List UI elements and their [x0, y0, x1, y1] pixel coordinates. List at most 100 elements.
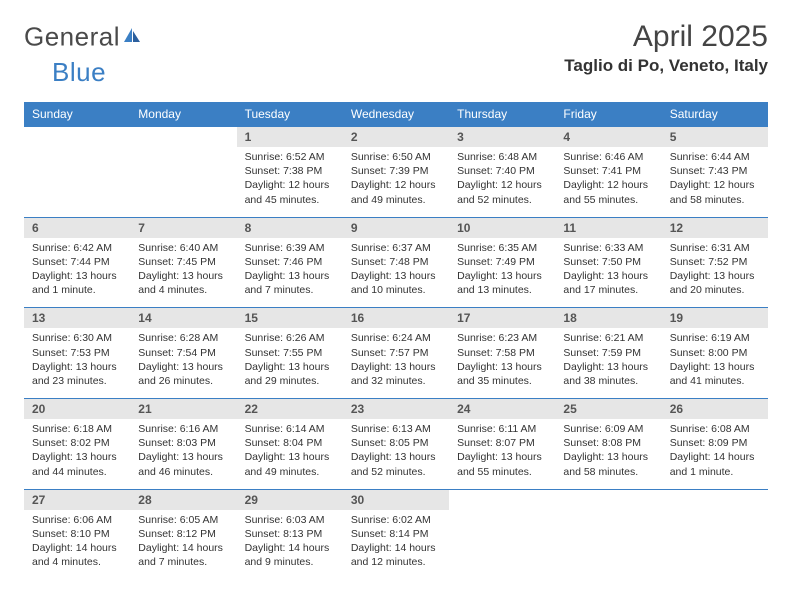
sunset-text: Sunset: 7:54 PM: [138, 346, 228, 360]
day-details: Sunrise: 6:19 AMSunset: 8:00 PMDaylight:…: [662, 328, 768, 398]
day-details: Sunrise: 6:02 AMSunset: 8:14 PMDaylight:…: [343, 510, 449, 580]
daylight-text: Daylight: 13 hours and 46 minutes.: [138, 450, 228, 478]
sunrise-text: Sunrise: 6:19 AM: [670, 331, 760, 345]
sunrise-text: Sunrise: 6:28 AM: [138, 331, 228, 345]
sunrise-text: Sunrise: 6:46 AM: [563, 150, 653, 164]
day-number: 21: [130, 399, 236, 420]
day-number: 6: [24, 217, 130, 238]
day-number: 7: [130, 217, 236, 238]
sunset-text: Sunset: 7:58 PM: [457, 346, 547, 360]
day-number: 19: [662, 308, 768, 329]
location-label: Taglio di Po, Veneto, Italy: [564, 56, 768, 76]
sunset-text: Sunset: 7:41 PM: [563, 164, 653, 178]
sunset-text: Sunset: 7:44 PM: [32, 255, 122, 269]
day-number: 18: [555, 308, 661, 329]
day-number: 14: [130, 308, 236, 329]
sunrise-text: Sunrise: 6:08 AM: [670, 422, 760, 436]
sunrise-text: Sunrise: 6:18 AM: [32, 422, 122, 436]
sunset-text: Sunset: 7:39 PM: [351, 164, 441, 178]
daylight-text: Daylight: 13 hours and 52 minutes.: [351, 450, 441, 478]
daylight-text: Daylight: 12 hours and 49 minutes.: [351, 178, 441, 206]
empty-cell: [449, 510, 555, 580]
sunrise-text: Sunrise: 6:24 AM: [351, 331, 441, 345]
sunset-text: Sunset: 7:52 PM: [670, 255, 760, 269]
day-number: 30: [343, 489, 449, 510]
daylight-text: Daylight: 13 hours and 23 minutes.: [32, 360, 122, 388]
sunset-text: Sunset: 7:43 PM: [670, 164, 760, 178]
day-details: Sunrise: 6:33 AMSunset: 7:50 PMDaylight:…: [555, 238, 661, 308]
day-number: 29: [237, 489, 343, 510]
day-number: 10: [449, 217, 555, 238]
sunset-text: Sunset: 8:00 PM: [670, 346, 760, 360]
day-details: Sunrise: 6:26 AMSunset: 7:55 PMDaylight:…: [237, 328, 343, 398]
weekday-header: Wednesday: [343, 102, 449, 127]
sunrise-text: Sunrise: 6:11 AM: [457, 422, 547, 436]
weekday-header: Saturday: [662, 102, 768, 127]
brand-logo: GeneralBlue: [24, 20, 144, 88]
sunset-text: Sunset: 7:40 PM: [457, 164, 547, 178]
sunset-text: Sunset: 7:59 PM: [563, 346, 653, 360]
sunset-text: Sunset: 8:09 PM: [670, 436, 760, 450]
daylight-text: Daylight: 12 hours and 55 minutes.: [563, 178, 653, 206]
sunrise-text: Sunrise: 6:31 AM: [670, 241, 760, 255]
weekday-header: Friday: [555, 102, 661, 127]
daylight-text: Daylight: 12 hours and 58 minutes.: [670, 178, 760, 206]
day-number: 4: [555, 127, 661, 148]
day-number: 23: [343, 399, 449, 420]
day-details: Sunrise: 6:28 AMSunset: 7:54 PMDaylight:…: [130, 328, 236, 398]
day-details: Sunrise: 6:42 AMSunset: 7:44 PMDaylight:…: [24, 238, 130, 308]
day-number: 8: [237, 217, 343, 238]
day-details: Sunrise: 6:14 AMSunset: 8:04 PMDaylight:…: [237, 419, 343, 489]
daylight-text: Daylight: 13 hours and 1 minute.: [32, 269, 122, 297]
daylight-text: Daylight: 13 hours and 29 minutes.: [245, 360, 335, 388]
day-number: 2: [343, 127, 449, 148]
daylight-text: Daylight: 14 hours and 9 minutes.: [245, 541, 335, 569]
sunrise-text: Sunrise: 6:02 AM: [351, 513, 441, 527]
sunrise-text: Sunrise: 6:16 AM: [138, 422, 228, 436]
sunrise-text: Sunrise: 6:23 AM: [457, 331, 547, 345]
day-details: Sunrise: 6:21 AMSunset: 7:59 PMDaylight:…: [555, 328, 661, 398]
day-details: Sunrise: 6:52 AMSunset: 7:38 PMDaylight:…: [237, 147, 343, 217]
day-number: 13: [24, 308, 130, 329]
brand-general: General: [24, 21, 120, 51]
sunrise-text: Sunrise: 6:39 AM: [245, 241, 335, 255]
day-number: 28: [130, 489, 236, 510]
sunrise-text: Sunrise: 6:52 AM: [245, 150, 335, 164]
day-number: 25: [555, 399, 661, 420]
day-number: 20: [24, 399, 130, 420]
daylight-text: Daylight: 13 hours and 20 minutes.: [670, 269, 760, 297]
daylight-text: Daylight: 13 hours and 38 minutes.: [563, 360, 653, 388]
sunset-text: Sunset: 8:05 PM: [351, 436, 441, 450]
daylight-text: Daylight: 13 hours and 32 minutes.: [351, 360, 441, 388]
daylight-text: Daylight: 13 hours and 58 minutes.: [563, 450, 653, 478]
daylight-text: Daylight: 14 hours and 7 minutes.: [138, 541, 228, 569]
title-block: April 2025 Taglio di Po, Veneto, Italy: [564, 20, 768, 76]
sunset-text: Sunset: 7:50 PM: [563, 255, 653, 269]
day-details: Sunrise: 6:24 AMSunset: 7:57 PMDaylight:…: [343, 328, 449, 398]
day-number: 5: [662, 127, 768, 148]
day-details: Sunrise: 6:06 AMSunset: 8:10 PMDaylight:…: [24, 510, 130, 580]
page-header: GeneralBlue April 2025 Taglio di Po, Ven…: [24, 20, 768, 88]
day-details: Sunrise: 6:30 AMSunset: 7:53 PMDaylight:…: [24, 328, 130, 398]
sunset-text: Sunset: 8:08 PM: [563, 436, 653, 450]
daylight-text: Daylight: 13 hours and 41 minutes.: [670, 360, 760, 388]
sunrise-text: Sunrise: 6:03 AM: [245, 513, 335, 527]
day-number: 11: [555, 217, 661, 238]
daylight-text: Daylight: 14 hours and 4 minutes.: [32, 541, 122, 569]
day-details: Sunrise: 6:18 AMSunset: 8:02 PMDaylight:…: [24, 419, 130, 489]
sunrise-text: Sunrise: 6:30 AM: [32, 331, 122, 345]
empty-cell: [24, 147, 130, 217]
day-details: Sunrise: 6:05 AMSunset: 8:12 PMDaylight:…: [130, 510, 236, 580]
empty-cell: [662, 510, 768, 580]
sunrise-text: Sunrise: 6:14 AM: [245, 422, 335, 436]
sunset-text: Sunset: 7:38 PM: [245, 164, 335, 178]
sunset-text: Sunset: 8:03 PM: [138, 436, 228, 450]
day-number: 26: [662, 399, 768, 420]
sunset-text: Sunset: 7:53 PM: [32, 346, 122, 360]
sunset-text: Sunset: 7:49 PM: [457, 255, 547, 269]
sunrise-text: Sunrise: 6:48 AM: [457, 150, 547, 164]
weekday-header: Tuesday: [237, 102, 343, 127]
sunrise-text: Sunrise: 6:33 AM: [563, 241, 653, 255]
day-number: 22: [237, 399, 343, 420]
daylight-text: Daylight: 13 hours and 49 minutes.: [245, 450, 335, 478]
